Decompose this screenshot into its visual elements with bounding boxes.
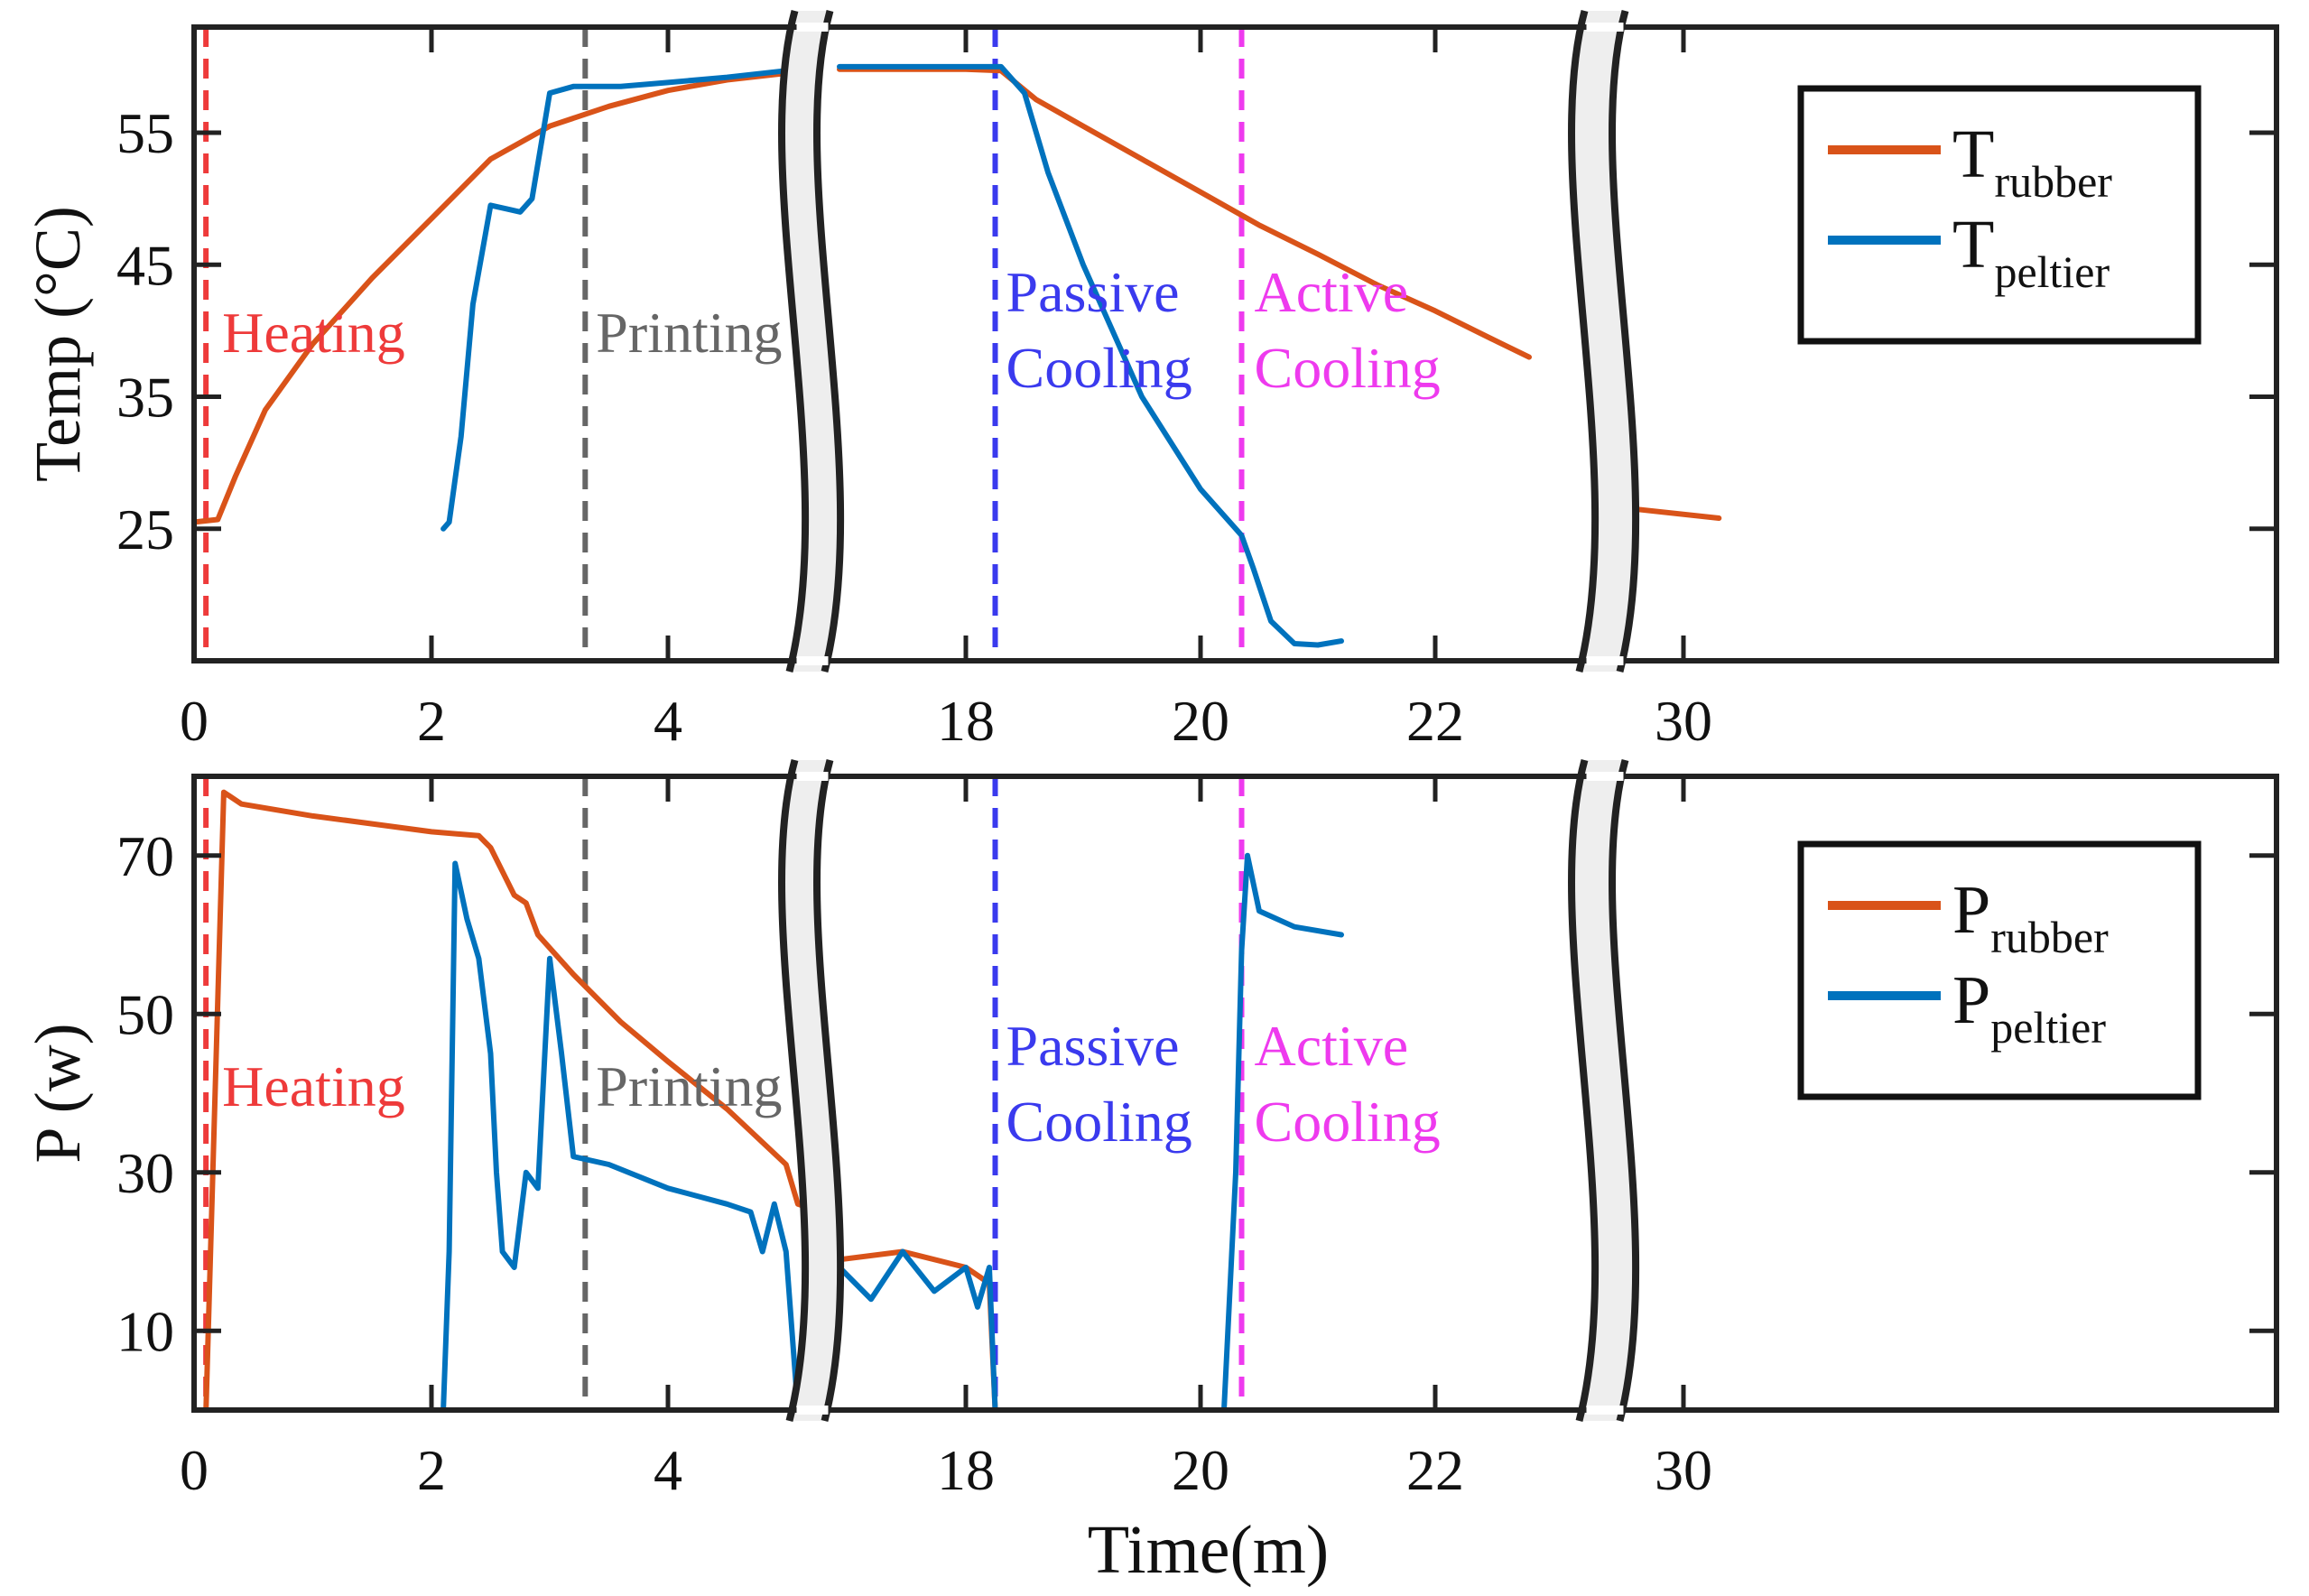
- phase-label-2: Printing: [596, 301, 782, 365]
- axes-frame: [191, 774, 2279, 1413]
- axis-break-2: [1568, 9, 1640, 673]
- x-tick-label: 4: [654, 1438, 682, 1502]
- y-tick-label: 35: [116, 366, 174, 430]
- plot-area: [194, 37, 1722, 648]
- x-tick-label: 2: [417, 1438, 446, 1502]
- y-tick-label: 30: [116, 1141, 174, 1205]
- x-tick-label: 0: [180, 689, 209, 753]
- y-tick-label: 55: [116, 101, 174, 165]
- phase-label-1: Heating: [222, 301, 405, 365]
- x-tick-label: 22: [1406, 1438, 1464, 1502]
- panel-2: Heating Printing Passive Cooling Active Cooli…: [22, 758, 2279, 1588]
- axes-frame: [191, 24, 2279, 663]
- series-rubber: [194, 789, 1722, 1410]
- legend-entry-rubber: Prubber: [1952, 872, 2109, 962]
- x-tick-label: 4: [654, 689, 682, 753]
- x-tick-label: 18: [937, 689, 995, 753]
- legend-entry-peltier: Ppeltier: [1952, 962, 2106, 1053]
- phase-label-2: Printing: [596, 1054, 782, 1118]
- legend-entry-peltier: Tpeltier: [1952, 207, 2110, 297]
- y-tick-label: 70: [116, 824, 174, 888]
- phase-label-4: Active Cooling: [1255, 260, 1441, 400]
- x-tick-label: 20: [1172, 689, 1229, 753]
- legend-entry-rubber: Trubber: [1952, 116, 2112, 207]
- x-axis-label: Time(m): [1088, 1512, 1329, 1588]
- series-peltier: [440, 37, 1344, 648]
- phase-label-3: Passive Cooling: [1006, 260, 1192, 400]
- y-tick-label: 10: [116, 1299, 174, 1363]
- x-tick-label: 2: [417, 689, 446, 753]
- plot-area: [194, 789, 1722, 1410]
- axis-break-1: [778, 9, 845, 673]
- x-tick-label: 0: [180, 1438, 209, 1502]
- y-tick-label: 45: [116, 233, 174, 297]
- axis-break-1: [778, 758, 845, 1422]
- panel-1: Heating Printing Passive Cooling Active Cooli…: [22, 9, 2279, 753]
- y-tick-label: 25: [116, 497, 174, 561]
- x-tick-label: 22: [1406, 689, 1464, 753]
- series-peltier: [440, 852, 1344, 1410]
- axis-break-2: [1568, 758, 1640, 1422]
- y-axis-label: Temp (°C): [22, 206, 94, 482]
- phase-label-3: Passive Cooling: [1006, 1014, 1192, 1154]
- phase-label-4: Active Cooling: [1255, 1014, 1441, 1154]
- series-rubber: [194, 66, 1722, 525]
- x-tick-label: 18: [937, 1438, 995, 1502]
- phase-label-1: Heating: [222, 1054, 405, 1118]
- x-tick-label: 30: [1655, 689, 1712, 753]
- x-tick-label: 30: [1655, 1438, 1712, 1502]
- y-tick-label: 50: [116, 982, 174, 1046]
- y-axis-label: P (w): [22, 1023, 94, 1163]
- x-tick-label: 20: [1172, 1438, 1229, 1502]
